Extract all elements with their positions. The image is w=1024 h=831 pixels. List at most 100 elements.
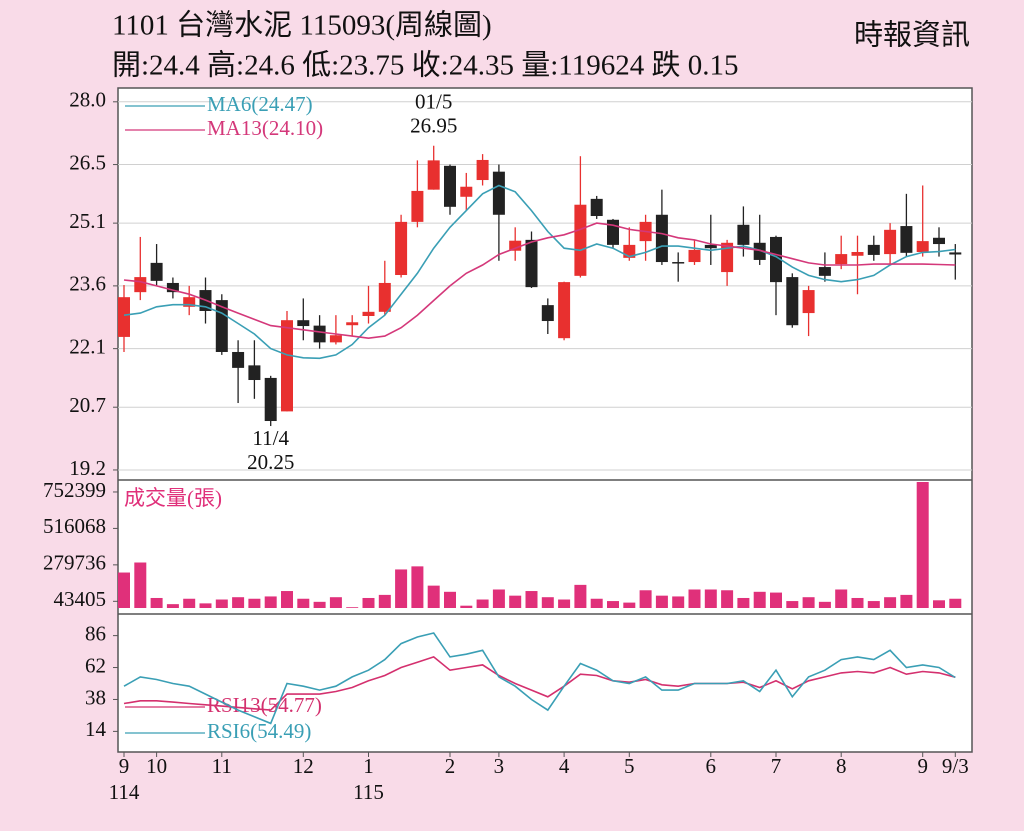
legend-label: MA13(24.10) (207, 116, 323, 140)
candle-body (802, 290, 815, 314)
candle-body (590, 198, 603, 217)
volume-bar (395, 569, 408, 608)
candle-body (818, 267, 831, 276)
x-tick-label: 8 (836, 754, 847, 778)
candle-body (558, 282, 571, 339)
volume-bar (476, 599, 489, 608)
volume-bar (281, 591, 293, 608)
candle-body (313, 325, 326, 343)
legend-label: RSI6(54.49) (207, 719, 311, 743)
candle-body (574, 204, 587, 276)
candle-body (264, 377, 277, 422)
source: 時報資訊 (854, 19, 970, 52)
x-tick-label: 9 (119, 754, 130, 778)
candle-body (215, 300, 228, 352)
candle-body (362, 311, 375, 317)
volume-bar (346, 607, 359, 608)
candle-body (786, 277, 799, 326)
candle-body (118, 297, 130, 337)
volume-bar (509, 595, 522, 608)
candle-body (704, 244, 717, 249)
x-tick-label: 7 (771, 754, 782, 778)
candle-body (509, 240, 522, 251)
candle-body (770, 236, 782, 283)
volume-bar (574, 584, 587, 608)
legend-label: RSI13(54.77) (207, 693, 322, 717)
candle-body (672, 262, 685, 264)
volume-bar (150, 597, 163, 608)
volume-bar (264, 596, 277, 608)
volume-bar (949, 598, 962, 608)
candle-body (525, 239, 538, 288)
volume-bar (835, 589, 848, 608)
volume-bar (378, 594, 391, 608)
candle-body (150, 262, 163, 281)
y-tick-label: 25.1 (69, 209, 106, 233)
candle-body (427, 160, 440, 190)
candle-body (884, 229, 897, 255)
annotation-value: 20.25 (247, 450, 294, 474)
volume-bar (900, 594, 913, 608)
y-tick-label: 86 (85, 621, 106, 645)
volume-bar (607, 601, 619, 608)
volume-bar (721, 590, 734, 608)
candle-body (395, 221, 408, 276)
candle-body (835, 254, 848, 265)
volume-bar (558, 599, 571, 608)
volume-bar (183, 598, 196, 608)
panel-title: 成交量(張) (124, 486, 222, 510)
volume-bar (916, 482, 929, 608)
candle-body (753, 242, 766, 260)
y-tick-label: 516068 (43, 514, 106, 538)
volume-bar (460, 605, 473, 608)
y-tick-label: 38 (85, 685, 106, 709)
volume-bar (329, 597, 342, 608)
volume-bar (623, 602, 636, 608)
volume-bar (851, 597, 864, 608)
volume-bar (590, 598, 603, 608)
candle-body (607, 219, 619, 245)
volume-bar (411, 566, 424, 608)
y-tick-label: 28.0 (69, 88, 106, 112)
candle-body (867, 244, 880, 255)
candle-body (329, 335, 342, 343)
x-tick-label: 3 (494, 754, 505, 778)
annotation-label: 01/5 (415, 90, 452, 114)
volume-bar (166, 604, 179, 608)
candle-body (248, 365, 261, 381)
volume-bar (427, 585, 440, 608)
y-tick-label: 19.2 (69, 456, 106, 480)
candle-body (916, 241, 929, 252)
y-tick-label: 62 (85, 653, 106, 677)
volume-bar (818, 601, 831, 608)
candle-body (297, 320, 310, 327)
candle-body (183, 297, 196, 307)
volume-bar (248, 598, 261, 608)
volume-bar (232, 597, 245, 608)
candle-body (737, 224, 750, 245)
y-tick-label: 26.5 (69, 150, 106, 174)
candle-body (281, 320, 293, 412)
volume-bar (655, 595, 668, 608)
x-tick-label: 1 (363, 754, 374, 778)
candle-body (411, 190, 424, 222)
volume-bar (933, 600, 945, 608)
candle-body (949, 252, 962, 255)
rsi-line (123, 632, 956, 725)
x-tick-label: 11 (212, 754, 232, 778)
volume-bar (362, 597, 375, 608)
volume-bar (541, 597, 554, 608)
x-tick-label: 6 (706, 754, 717, 778)
annotation-label: 11/4 (252, 426, 289, 450)
x-tick-label: 10 (146, 754, 167, 778)
volume-bar (215, 599, 228, 608)
volume-bar (786, 601, 799, 608)
chart-title: 1101 台灣水泥 115093(周線圖) (112, 9, 492, 42)
x-tick-label: 9 (917, 754, 928, 778)
volume-bar (118, 572, 130, 608)
volume-bar (688, 589, 701, 608)
candle-body (900, 226, 913, 253)
x-tick-label: 5 (624, 754, 635, 778)
